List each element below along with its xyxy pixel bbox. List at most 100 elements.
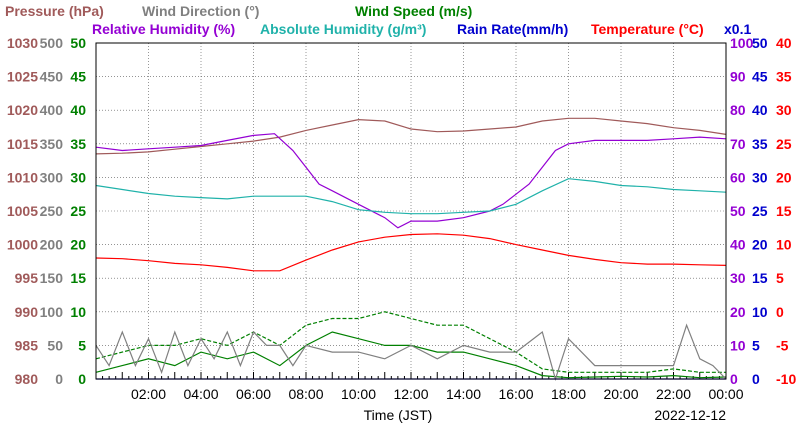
y-tick-label-wind-direction: 150 [40, 270, 64, 286]
y-tick-label-wind-speed: 45 [70, 69, 86, 85]
header-line-1: Pressure (hPa) Wind Direction (°) Wind S… [5, 3, 472, 19]
x-tick-label: 08:00 [288, 386, 323, 402]
y-axes: 1030102510201015101010051000995990985980… [7, 35, 797, 387]
x-tick-label: 04:00 [183, 386, 218, 402]
x-tick-label: 02:00 [131, 386, 166, 402]
x-tick-label: 00:00 [708, 386, 743, 402]
y-tick-label-rain-rate: 0 [752, 371, 760, 387]
y-tick-label-rain-rate: 15 [752, 270, 768, 286]
y-tick-label-pressure: 1005 [7, 203, 38, 219]
y-tick-label-pressure: 1015 [7, 136, 38, 152]
y-tick-label-pressure: 1020 [7, 102, 38, 118]
y-tick-label-rain-rate: 20 [752, 237, 768, 253]
y-tick-label-temperature: 30 [776, 102, 792, 118]
y-tick-label-temperature: 40 [776, 35, 792, 51]
y-tick-label-relative-humidity: 30 [730, 270, 746, 286]
series-line-absolute-humidity-g-m- [95, 178, 727, 215]
legend-rain-rate-label: Rain Rate(mm/h) [457, 21, 568, 37]
legend-pressure-label: Pressure (hPa) [5, 3, 104, 19]
y-tick-label-pressure: 1025 [7, 69, 38, 85]
y-tick-label-pressure: 1030 [7, 35, 38, 51]
y-tick-label-pressure: 1000 [7, 237, 38, 253]
y-tick-label-wind-direction: 350 [40, 136, 64, 152]
x-tick-label: 18:00 [551, 386, 586, 402]
y-tick-label-pressure: 980 [15, 371, 39, 387]
y-tick-label-relative-humidity: 60 [730, 169, 746, 185]
y-tick-label-relative-humidity: 80 [730, 102, 746, 118]
y-tick-label-wind-direction: 0 [55, 371, 63, 387]
y-tick-label-wind-speed: 10 [70, 304, 86, 320]
y-tick-label-wind-speed: 25 [70, 203, 86, 219]
series-line-wind-speed-m-s--gust [95, 311, 726, 373]
rain-multiplier-label: x0.1 [724, 21, 751, 37]
y-tick-label-wind-speed: 20 [70, 237, 86, 253]
y-tick-label-relative-humidity: 0 [730, 371, 738, 387]
x-tick-label: 10:00 [341, 386, 376, 402]
y-tick-label-relative-humidity: 10 [730, 337, 746, 353]
y-tick-label-relative-humidity: 100 [730, 35, 754, 51]
y-tick-label-wind-speed: 40 [70, 102, 86, 118]
y-tick-label-rain-rate: 35 [752, 136, 768, 152]
y-tick-label-wind-direction: 450 [40, 69, 64, 85]
y-tick-label-temperature: 0 [776, 304, 784, 320]
y-tick-label-wind-speed: 50 [70, 35, 86, 51]
y-tick-label-relative-humidity: 70 [730, 136, 746, 152]
y-tick-label-temperature: 20 [776, 169, 792, 185]
y-tick-label-rain-rate: 50 [752, 35, 768, 51]
y-tick-label-temperature: -5 [776, 337, 789, 353]
y-tick-label-wind-speed: 15 [70, 270, 86, 286]
plot-grid [96, 43, 726, 379]
series-line-pressure-hpa- [95, 117, 727, 155]
legend-absolute-humidity-label: Absolute Humidity (g/m³) [260, 21, 426, 37]
x-tick-label: 12:00 [393, 386, 428, 402]
y-tick-label-wind-speed: 0 [78, 371, 86, 387]
y-tick-label-wind-speed: 5 [78, 337, 86, 353]
y-tick-label-relative-humidity: 20 [730, 304, 746, 320]
x-axis-label: Time (JST) [364, 407, 433, 423]
y-tick-label-temperature: 15 [776, 203, 792, 219]
y-tick-label-temperature: -10 [776, 371, 796, 387]
plot-frame [95, 42, 727, 380]
y-tick-label-wind-direction: 300 [40, 169, 64, 185]
series-line-temperature-c- [95, 233, 727, 272]
y-tick-label-rain-rate: 45 [752, 69, 768, 85]
y-tick-label-rain-rate: 5 [752, 337, 760, 353]
y-tick-label-rain-rate: 10 [752, 304, 768, 320]
legend-wind-speed-label: Wind Speed (m/s) [355, 3, 472, 19]
legend-temperature-label: Temperature (°C) [591, 21, 704, 37]
y-tick-label-relative-humidity: 90 [730, 69, 746, 85]
y-tick-label-wind-direction: 500 [40, 35, 64, 51]
y-tick-label-pressure: 995 [15, 270, 39, 286]
y-tick-label-relative-humidity: 40 [730, 237, 746, 253]
x-tick-label: 14:00 [446, 386, 481, 402]
y-tick-label-rain-rate: 30 [752, 169, 768, 185]
y-tick-label-rain-rate: 40 [752, 102, 768, 118]
y-tick-label-wind-direction: 200 [40, 237, 64, 253]
y-tick-label-pressure: 1010 [7, 169, 38, 185]
y-tick-label-pressure: 985 [15, 337, 39, 353]
chart-date: 2022-12-12 [654, 407, 726, 423]
y-tick-label-rain-rate: 25 [752, 203, 768, 219]
y-tick-label-temperature: 35 [776, 69, 792, 85]
series-line-relative-humidity- [95, 133, 727, 229]
legend-relative-humidity-label: Relative Humidity (%) [92, 21, 235, 37]
y-tick-label-temperature: 10 [776, 237, 792, 253]
y-tick-label-pressure: 990 [15, 304, 39, 320]
x-axis: 02:00 04:00 06:00 08:00 10:00 12:00 14:00 16:00… [95, 372, 744, 402]
y-tick-label-relative-humidity: 50 [730, 203, 746, 219]
y-tick-label-wind-direction: 100 [40, 304, 64, 320]
x-tick-label: 16:00 [498, 386, 533, 402]
y-tick-label-temperature: 5 [776, 270, 784, 286]
x-tick-label: 20:00 [603, 386, 638, 402]
y-tick-label-wind-direction: 50 [47, 337, 63, 353]
y-tick-label-wind-direction: 400 [40, 102, 64, 118]
y-tick-label-wind-speed: 30 [70, 169, 86, 185]
y-tick-label-wind-speed: 35 [70, 136, 86, 152]
series-line-wind-direction- [95, 323, 727, 382]
legend-wind-direction-label: Wind Direction (°) [142, 3, 259, 19]
header-line-2: Relative Humidity (%) Absolute Humidity … [92, 21, 751, 37]
x-tick-label: 22:00 [656, 386, 691, 402]
y-tick-label-temperature: 25 [776, 136, 792, 152]
y-tick-label-wind-direction: 250 [40, 203, 64, 219]
